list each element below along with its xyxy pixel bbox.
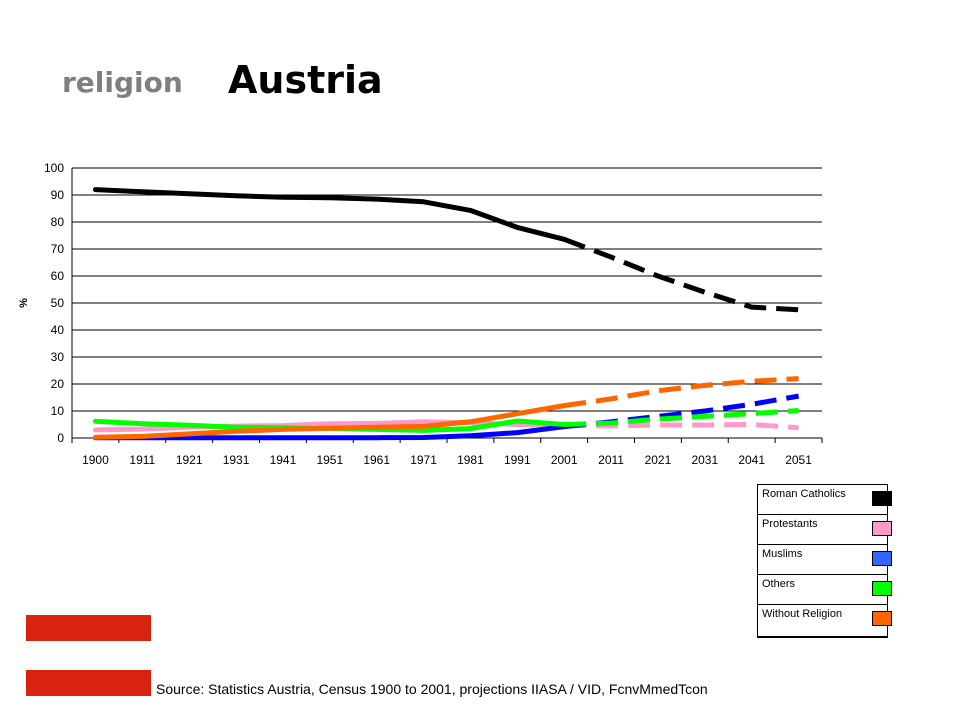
- x-tick-label: 2041: [738, 453, 765, 467]
- x-tick-label: 1991: [504, 453, 531, 467]
- legend-item-without-religion: Without Religion: [758, 605, 892, 636]
- x-tick-label: 2031: [691, 453, 718, 467]
- y-tick-label: 50: [51, 296, 65, 310]
- gridlines: [72, 167, 822, 412]
- legend-swatch: [872, 521, 892, 536]
- y-tick-label: 100: [44, 161, 64, 175]
- legend-swatch: [872, 551, 892, 566]
- flag-stripe-top: [26, 615, 151, 641]
- legend-item-others: Others: [758, 575, 892, 605]
- y-tick-label: 30: [51, 350, 65, 364]
- y-tick-label: 70: [51, 242, 65, 256]
- legend-item-roman-catholics: Roman Catholics: [758, 485, 892, 515]
- flag-stripe-bottom: [26, 670, 151, 696]
- legend-label: Muslims: [762, 548, 803, 560]
- x-tick-label: 1981: [457, 453, 484, 467]
- x-tick-label: 1971: [410, 453, 437, 467]
- x-tick-label: 1900: [82, 453, 109, 467]
- tick-labels: 0 10 20 30 40 50 60 70 80 90 100 1900 1911 1921 1931 19…: [18, 161, 812, 467]
- x-tick-label: 1961: [363, 453, 390, 467]
- title-country: Austria: [228, 58, 383, 102]
- legend-swatch: [872, 581, 892, 596]
- y-tick-label: 0: [57, 431, 64, 445]
- title-religion: religion: [62, 66, 183, 99]
- x-tick-label: 1921: [176, 453, 203, 467]
- x-tick-label: 1941: [270, 453, 297, 467]
- y-axis-label: %: [18, 298, 30, 308]
- x-tick-label: 2051: [785, 453, 812, 467]
- legend-label: Roman Catholics: [762, 488, 846, 500]
- x-tick-label: 1911: [129, 453, 155, 467]
- series-line-protestants-census: [92, 419, 567, 433]
- series-lines: [92, 187, 800, 441]
- y-tick-label: 40: [51, 323, 65, 337]
- legend-label: Protestants: [762, 518, 818, 530]
- legend-label: Others: [762, 578, 796, 590]
- series-line-roman-catholics-projection: [563, 236, 799, 313]
- x-tick-label: 1951: [316, 453, 343, 467]
- source-note: Source: Statistics Austria, Census 1900 …: [156, 681, 708, 697]
- legend-item-muslims: Muslims: [758, 545, 892, 575]
- y-tick-label: 10: [51, 404, 65, 418]
- y-tick-label: 80: [51, 215, 65, 229]
- series-line-without-religion-projection: [563, 376, 799, 409]
- series-line-muslims-census: [92, 424, 567, 441]
- y-tick-label: 20: [51, 377, 65, 391]
- axes: [71, 168, 823, 443]
- x-tick-label: 2021: [645, 453, 672, 467]
- series-line-roman-catholics-census: [92, 187, 567, 242]
- legend-label: Without Religion: [762, 608, 843, 620]
- y-tick-label: 90: [51, 188, 65, 202]
- legend: Roman Catholics Protestants Muslims Othe…: [757, 484, 892, 638]
- legend-item-protestants: Protestants: [758, 515, 892, 545]
- x-tick-label: 2001: [551, 453, 578, 467]
- x-tick-label: 1931: [223, 453, 250, 467]
- x-tick-label: 2011: [598, 453, 624, 467]
- y-tick-label: 60: [51, 269, 65, 283]
- series-line-others-projection: [564, 408, 799, 427]
- legend-swatch: [872, 611, 892, 626]
- series-line-without-religion-census: [92, 403, 567, 440]
- legend-swatch: [872, 491, 892, 506]
